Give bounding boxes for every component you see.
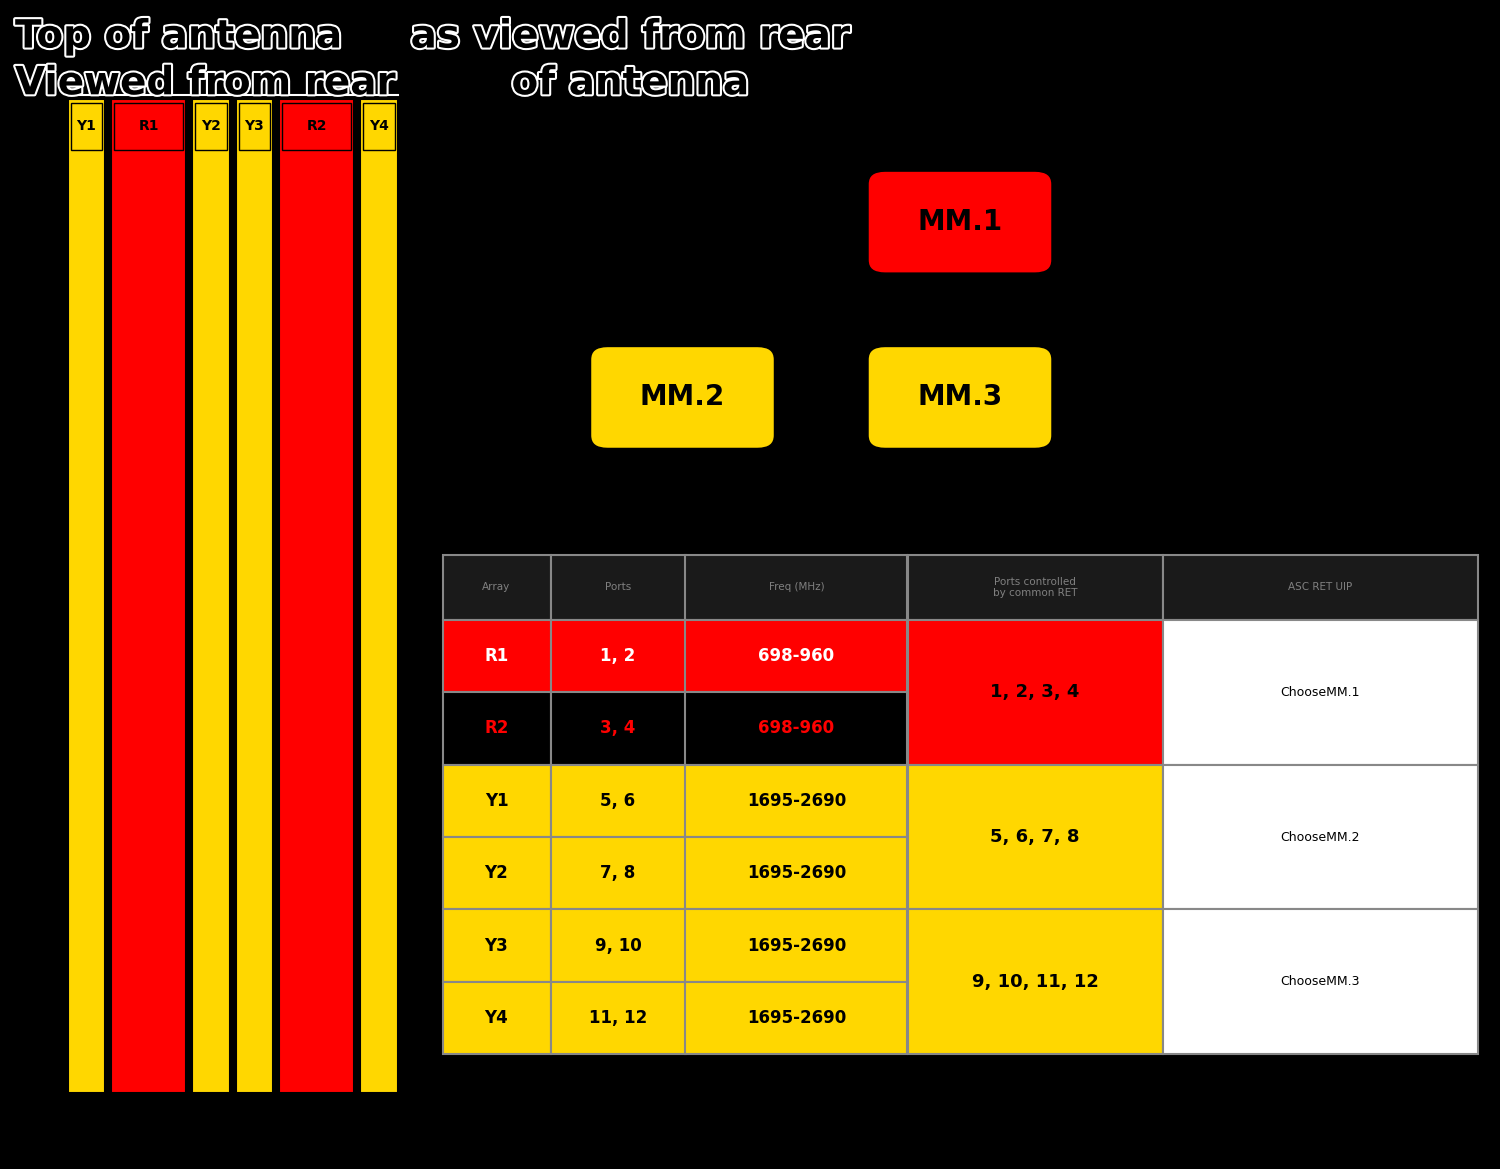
- Bar: [442, 982, 550, 1054]
- Bar: [442, 620, 550, 692]
- Bar: [238, 103, 270, 150]
- Bar: [686, 620, 908, 692]
- Bar: [442, 692, 550, 765]
- Bar: [908, 620, 1162, 765]
- Text: of antenna: of antenna: [512, 64, 748, 103]
- Bar: [550, 982, 686, 1054]
- Bar: [550, 765, 686, 837]
- Text: ChooseMM.3: ChooseMM.3: [1280, 975, 1359, 989]
- Text: Y4: Y4: [369, 119, 388, 133]
- Bar: [363, 103, 394, 150]
- Bar: [686, 765, 908, 837]
- Text: as viewed from rear: as viewed from rear: [411, 18, 849, 56]
- Text: Y3: Y3: [484, 936, 508, 955]
- Bar: [360, 99, 398, 1093]
- Text: 1695-2690: 1695-2690: [747, 864, 846, 883]
- Bar: [550, 909, 686, 982]
- Text: 1, 2, 3, 4: 1, 2, 3, 4: [990, 683, 1080, 701]
- Bar: [686, 837, 908, 909]
- Text: R1: R1: [484, 646, 508, 665]
- Text: 5, 6: 5, 6: [600, 791, 636, 810]
- Text: MM.1: MM.1: [918, 208, 1002, 236]
- Bar: [195, 103, 226, 150]
- Bar: [1162, 555, 1478, 620]
- Text: Y4: Y4: [484, 1009, 508, 1028]
- Bar: [282, 103, 351, 150]
- Text: 11, 12: 11, 12: [590, 1009, 646, 1028]
- Bar: [192, 99, 230, 1093]
- Text: Y2: Y2: [201, 119, 220, 133]
- Bar: [908, 765, 1162, 909]
- Text: 7, 8: 7, 8: [600, 864, 636, 883]
- FancyBboxPatch shape: [590, 346, 776, 449]
- Bar: [550, 692, 686, 765]
- Bar: [550, 620, 686, 692]
- Bar: [442, 765, 550, 837]
- Text: 1695-2690: 1695-2690: [747, 936, 846, 955]
- Bar: [68, 99, 105, 1093]
- Text: MM.3: MM.3: [918, 383, 1002, 411]
- Text: ASC RET UIP: ASC RET UIP: [1288, 582, 1352, 593]
- Text: Ports: Ports: [604, 582, 631, 593]
- Bar: [686, 982, 908, 1054]
- Bar: [114, 103, 183, 150]
- Bar: [550, 555, 686, 620]
- Text: Array: Array: [483, 582, 510, 593]
- Bar: [686, 692, 908, 765]
- Text: Y3: Y3: [244, 119, 264, 133]
- Bar: [1162, 909, 1478, 1054]
- Text: 9, 10: 9, 10: [594, 936, 642, 955]
- Bar: [442, 909, 550, 982]
- Text: Y2: Y2: [484, 864, 508, 883]
- Text: 698-960: 698-960: [759, 719, 834, 738]
- Text: R2: R2: [306, 119, 327, 133]
- Text: R2: R2: [484, 719, 508, 738]
- Bar: [1162, 765, 1478, 909]
- Bar: [279, 99, 354, 1093]
- Text: ChooseMM.2: ChooseMM.2: [1280, 830, 1359, 844]
- Bar: [550, 837, 686, 909]
- Text: 698-960: 698-960: [759, 646, 834, 665]
- Text: R1: R1: [138, 119, 159, 133]
- Text: 9, 10, 11, 12: 9, 10, 11, 12: [972, 973, 1098, 991]
- Text: 3, 4: 3, 4: [600, 719, 636, 738]
- Text: ChooseMM.1: ChooseMM.1: [1280, 685, 1359, 699]
- Text: Top of antenna: Top of antenna: [15, 18, 342, 56]
- Bar: [1162, 620, 1478, 765]
- Bar: [686, 555, 908, 620]
- Text: 1695-2690: 1695-2690: [747, 791, 846, 810]
- Bar: [442, 837, 550, 909]
- FancyBboxPatch shape: [867, 170, 1053, 274]
- Text: Viewed from rear: Viewed from rear: [15, 64, 396, 103]
- Text: Y1: Y1: [76, 119, 96, 133]
- Text: Ports controlled
by common RET: Ports controlled by common RET: [993, 576, 1077, 599]
- Text: 1, 2: 1, 2: [600, 646, 636, 665]
- Bar: [686, 909, 908, 982]
- Bar: [236, 99, 273, 1093]
- FancyBboxPatch shape: [867, 346, 1053, 449]
- Bar: [908, 555, 1162, 620]
- Bar: [111, 99, 186, 1093]
- Bar: [908, 909, 1162, 1054]
- Text: Freq (MHz): Freq (MHz): [768, 582, 825, 593]
- Text: 5, 6, 7, 8: 5, 6, 7, 8: [990, 828, 1080, 846]
- Bar: [442, 555, 550, 620]
- Text: Y1: Y1: [484, 791, 508, 810]
- Text: MM.2: MM.2: [640, 383, 724, 411]
- Text: 1695-2690: 1695-2690: [747, 1009, 846, 1028]
- Text: Top of antenna: Top of antenna: [914, 145, 1007, 159]
- Bar: [70, 103, 102, 150]
